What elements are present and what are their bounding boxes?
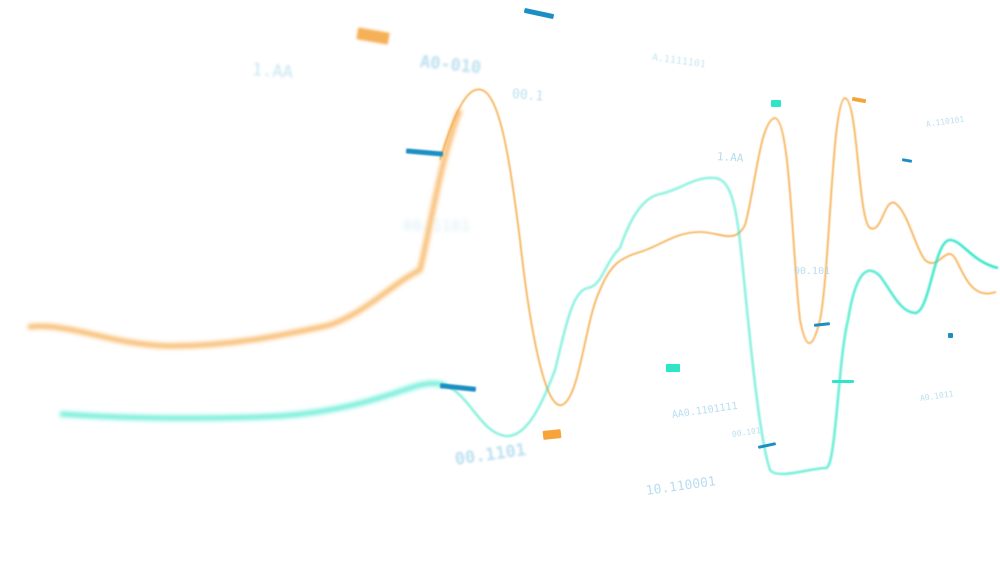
orange-wave: [439, 88, 997, 406]
floating-label: 00.1: [511, 87, 544, 105]
teal-dash: [832, 380, 854, 383]
teal-wave-blurred: [59, 380, 446, 421]
orange-wave-blurred: [27, 109, 463, 349]
floating-label: 1.AA: [251, 60, 294, 83]
floating-label: 1.AA: [716, 150, 744, 165]
teal-dash: [771, 100, 781, 107]
floating-label: 00.1101: [403, 216, 471, 235]
teal-wave: [444, 176, 999, 476]
blue-dash: [948, 333, 953, 338]
orange-dash: [542, 429, 562, 440]
teal-dash: [666, 364, 680, 372]
floating-label: 00.101: [794, 266, 831, 277]
